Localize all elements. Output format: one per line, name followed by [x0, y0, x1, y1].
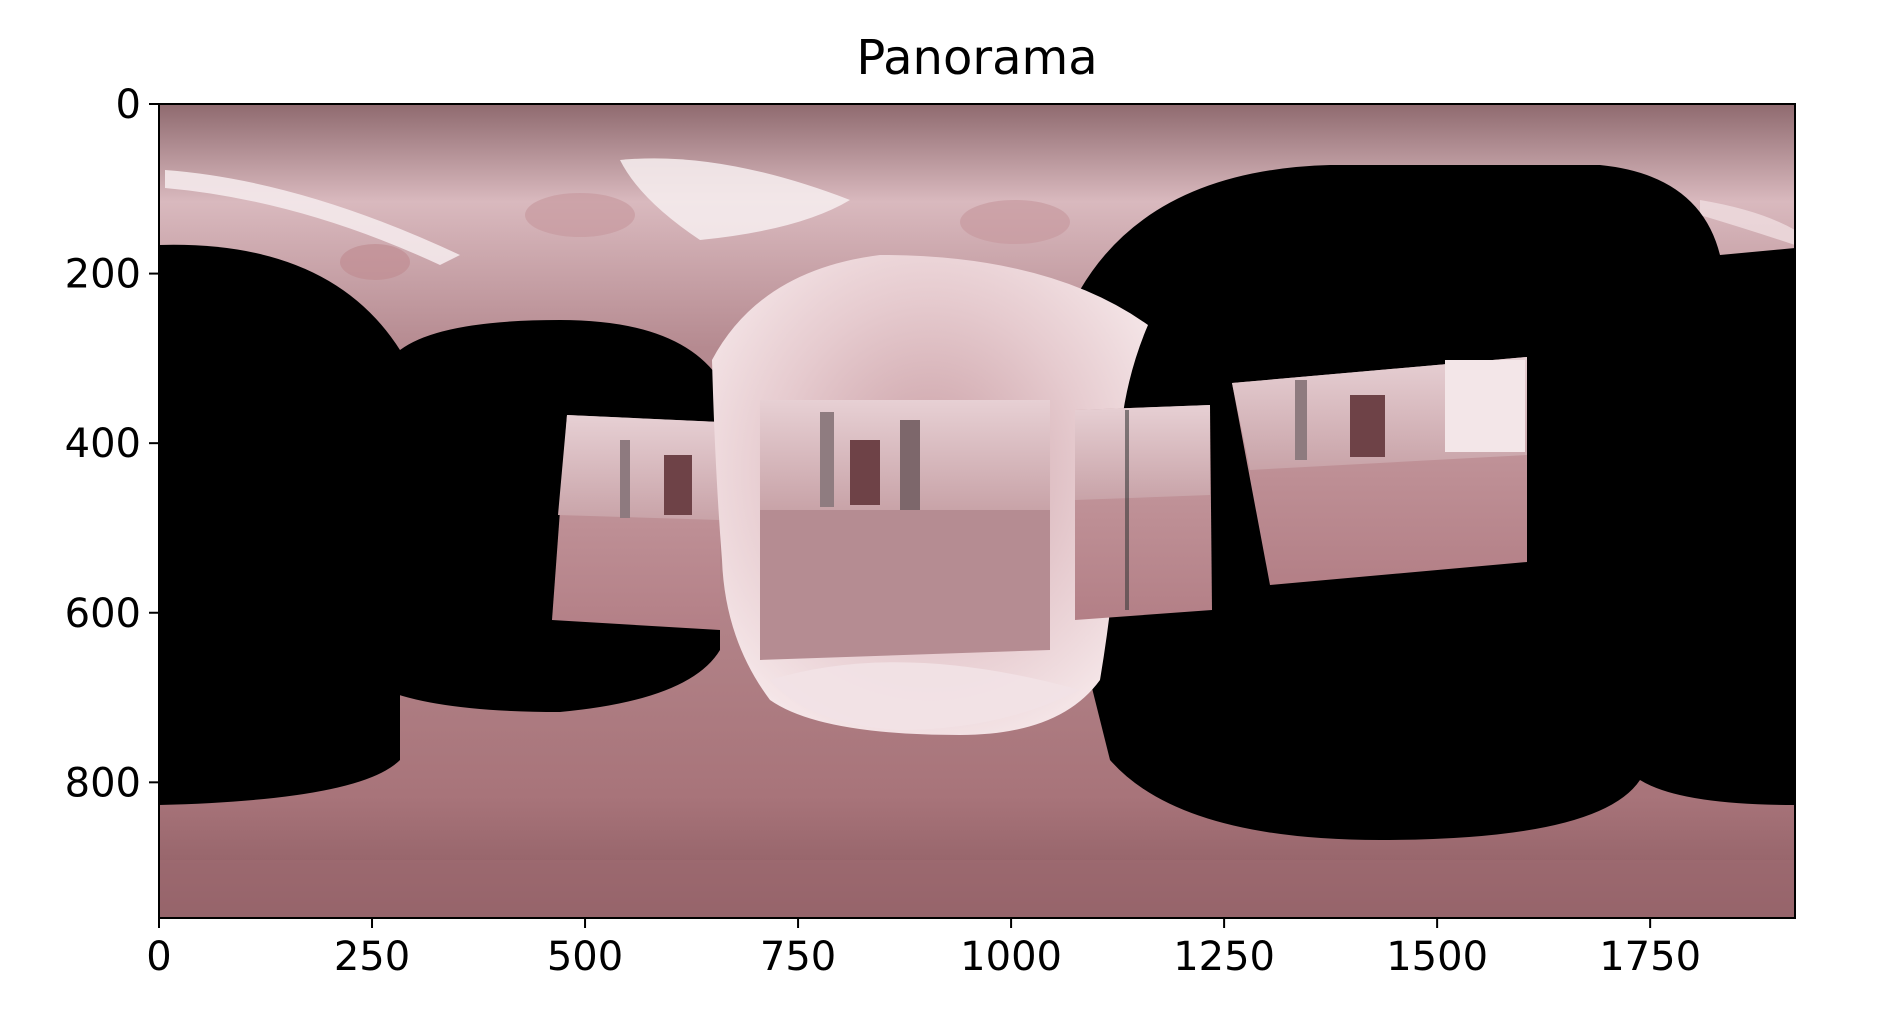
x-tick-label: 500 — [547, 934, 623, 980]
x-tick-label: 250 — [334, 934, 410, 980]
axes-frame — [158, 103, 1796, 919]
x-tick-label: 1250 — [1173, 934, 1275, 980]
y-tick-label: 0 — [116, 82, 141, 128]
x-tick-label: 750 — [760, 934, 836, 980]
y-tick-label: 200 — [65, 252, 141, 298]
x-tick-label: 1500 — [1386, 934, 1488, 980]
panorama-image — [159, 104, 1795, 918]
x-tick-label: 1000 — [960, 934, 1062, 980]
y-tick-label: 600 — [65, 591, 141, 637]
x-tick-label: 1750 — [1599, 934, 1701, 980]
x-tick-label: 0 — [146, 934, 171, 980]
y-tick-label: 400 — [65, 421, 141, 467]
chart-title: Panorama — [856, 30, 1097, 86]
x-axis: 0 250 500 750 1000 1250 1500 1750 — [146, 918, 1701, 980]
y-tick-label: 800 — [65, 760, 141, 806]
y-axis: 0 200 400 600 800 — [65, 82, 159, 806]
